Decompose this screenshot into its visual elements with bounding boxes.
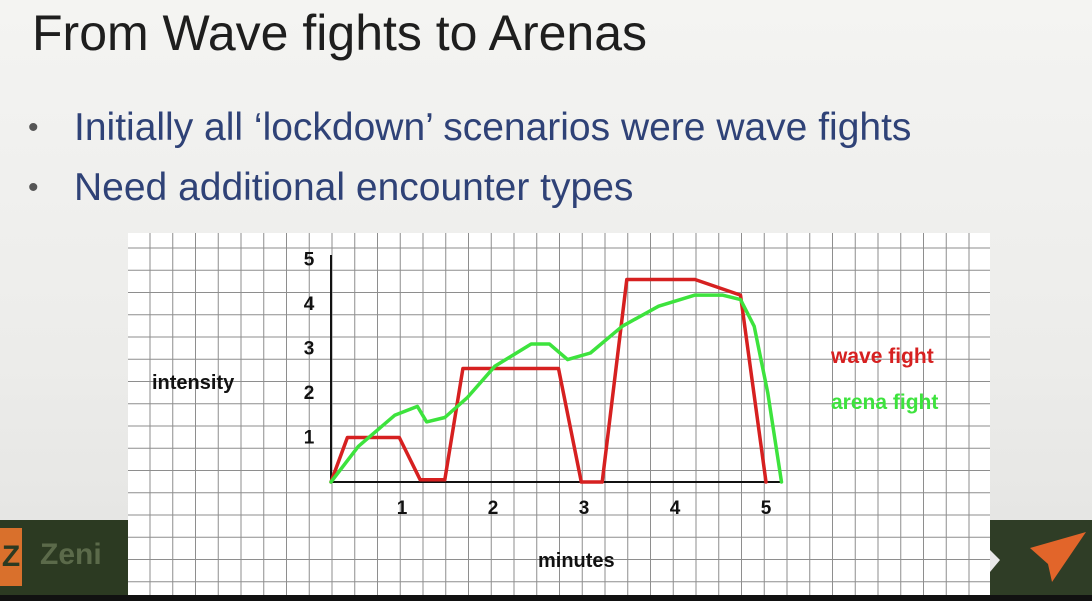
x-tick-label: 2 <box>488 498 499 519</box>
bottom-bar <box>0 595 1092 601</box>
chart-panel: 1 2 3 4 5 1 2 3 4 5 intensity minutes wave fight aren… <box>128 233 990 595</box>
logo-wordmark: Zeni <box>40 538 102 571</box>
y-axis-label: intensity <box>152 372 235 394</box>
y-tick-label: 2 <box>304 383 315 404</box>
x-tick-label: 1 <box>397 498 408 519</box>
y-tick-label: 3 <box>304 339 315 360</box>
y-tick-label: 1 <box>304 428 315 449</box>
series-line-arena-fight <box>329 293 784 484</box>
bullet-item: • Need additional encounter types <box>28 158 911 218</box>
bullet-dot: • <box>28 171 39 204</box>
company-logo: Z Zeni <box>0 520 128 595</box>
y-tick-label: 4 <box>304 294 315 315</box>
slide-title: From Wave fights to Arenas <box>32 5 648 61</box>
y-tick-label: 5 <box>304 250 315 271</box>
x-tick-label: 4 <box>670 498 681 519</box>
legend-label: arena fight <box>831 391 938 414</box>
bullet-text: Need additional encounter types <box>74 166 634 209</box>
series-line-wave-fight <box>329 277 768 484</box>
arrow-logo-icon <box>990 532 1086 582</box>
x-tick-label: 5 <box>761 498 772 519</box>
bullet-list: • Initially all ‘lockdown’ scenarios wer… <box>28 98 911 218</box>
x-tick-label: 3 <box>579 498 590 519</box>
logo-mark-icon: Z <box>0 528 22 586</box>
corner-logo <box>990 520 1092 595</box>
grid <box>128 233 990 595</box>
x-axis-label: minutes <box>538 550 615 572</box>
bullet-dot: • <box>28 111 39 144</box>
intensity-chart: 1 2 3 4 5 1 2 3 4 5 intensity minutes wave fight aren… <box>128 233 990 595</box>
bullet-text: Initially all ‘lockdown’ scenarios were … <box>74 106 912 149</box>
legend-label: wave fight <box>830 345 934 368</box>
bullet-item: • Initially all ‘lockdown’ scenarios wer… <box>28 98 911 158</box>
